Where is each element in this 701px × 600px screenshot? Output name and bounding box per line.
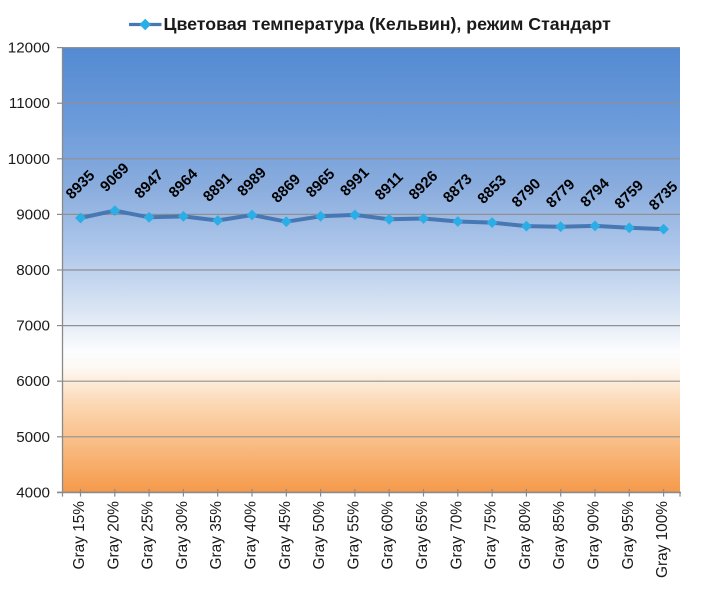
svg-text:4000: 4000 [16, 484, 50, 501]
svg-text:8000: 8000 [16, 262, 50, 279]
svg-text:Gray 100%: Gray 100% [654, 501, 671, 578]
svg-text:Gray 45%: Gray 45% [277, 501, 294, 570]
svg-text:Gray 55%: Gray 55% [345, 501, 362, 570]
svg-text:Цветовая температура (Кельвин): Цветовая температура (Кельвин), режим Ст… [164, 14, 612, 34]
svg-text:12000: 12000 [8, 40, 50, 57]
svg-text:11000: 11000 [9, 95, 50, 112]
svg-text:Gray 60%: Gray 60% [380, 501, 397, 570]
svg-text:Gray 65%: Gray 65% [414, 501, 431, 570]
svg-text:Gray 75%: Gray 75% [483, 501, 500, 570]
svg-text:Gray 80%: Gray 80% [517, 501, 534, 570]
svg-text:Gray 90%: Gray 90% [586, 501, 603, 570]
svg-text:Gray 50%: Gray 50% [311, 501, 328, 570]
svg-text:Gray 70%: Gray 70% [448, 501, 465, 570]
svg-text:6000: 6000 [16, 373, 50, 390]
svg-text:Gray 35%: Gray 35% [208, 501, 225, 570]
svg-text:Gray 95%: Gray 95% [620, 501, 637, 570]
svg-text:Gray 40%: Gray 40% [243, 501, 260, 570]
svg-text:Gray 30%: Gray 30% [174, 501, 191, 570]
svg-text:Gray 85%: Gray 85% [551, 501, 568, 570]
svg-text:9000: 9000 [16, 206, 50, 223]
svg-text:Gray 25%: Gray 25% [140, 501, 157, 570]
svg-text:Gray 20%: Gray 20% [105, 501, 122, 570]
svg-text:7000: 7000 [16, 318, 50, 335]
svg-text:10000: 10000 [8, 151, 50, 168]
svg-text:Gray 15%: Gray 15% [71, 501, 88, 570]
svg-text:5000: 5000 [16, 429, 50, 446]
